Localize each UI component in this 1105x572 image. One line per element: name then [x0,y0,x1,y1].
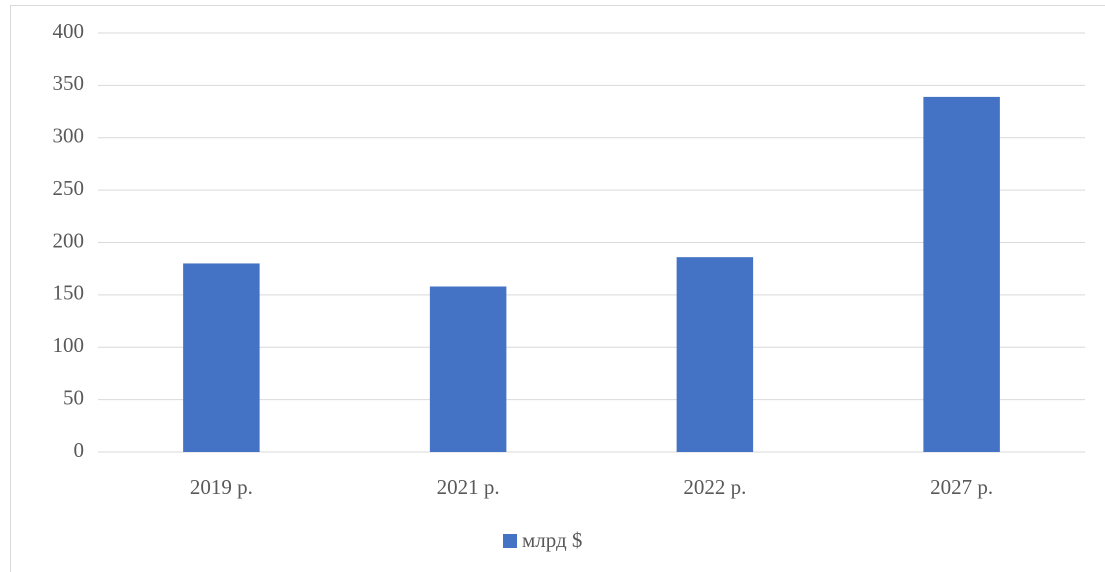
bar [923,96,1000,453]
legend-label: млрд $ [522,528,582,552]
x-tick-label: 2021 р. [437,475,500,499]
x-tick-label: 2027 р. [930,475,993,499]
legend-swatch [503,534,517,548]
y-tick-label: 200 [53,228,85,252]
y-tick-label: 50 [63,385,84,409]
y-tick-label: 350 [53,71,85,95]
y-tick-label: 400 [53,19,85,43]
x-tick-label: 2019 р. [190,475,253,499]
bar [183,263,260,452]
bar [676,257,754,452]
x-tick-label: 2022 р. [683,475,746,499]
y-tick-label: 0 [74,438,85,462]
y-tick-label: 150 [53,281,85,305]
y-tick-label: 100 [53,333,85,357]
bar [429,286,507,452]
y-tick-label: 300 [53,124,85,148]
y-tick-label: 250 [53,176,85,200]
